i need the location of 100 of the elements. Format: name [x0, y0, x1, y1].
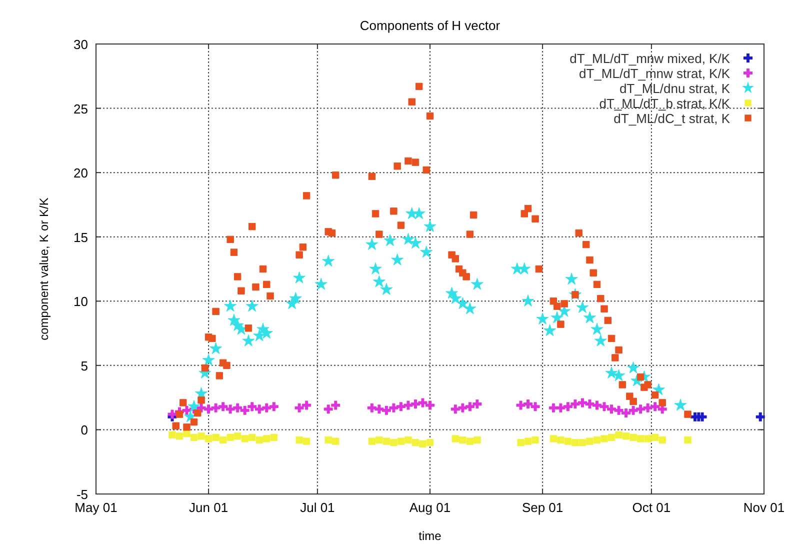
point: [550, 311, 564, 324]
point: [331, 400, 340, 410]
point: [644, 435, 652, 442]
point: [367, 403, 376, 412]
point: [449, 292, 462, 304]
point: [374, 404, 384, 414]
point: [324, 436, 332, 444]
point: [420, 246, 433, 258]
point: [212, 434, 220, 442]
point: [396, 402, 406, 412]
point: [384, 234, 396, 246]
point: [583, 311, 596, 324]
x-axis-title: time: [418, 529, 442, 543]
point: [204, 435, 212, 442]
point: [234, 432, 242, 440]
point: [651, 434, 659, 442]
point: [202, 354, 215, 366]
y-tick-label: 25: [74, 101, 88, 116]
point: [219, 436, 227, 444]
point: [262, 403, 272, 412]
point: [557, 436, 564, 444]
legend-label: dT_ML/dC_t strat, K: [614, 111, 730, 126]
point: [248, 402, 257, 412]
point: [372, 275, 386, 288]
point: [390, 438, 398, 446]
x-tick-label: Oct 01: [632, 500, 671, 515]
y-tick-label: 30: [74, 37, 88, 52]
x-tick-label: Sep 01: [522, 500, 564, 515]
point: [253, 329, 266, 342]
point: [366, 238, 378, 250]
point: [472, 400, 482, 408]
point: [622, 432, 630, 440]
point: [627, 361, 640, 374]
point: [674, 398, 687, 411]
point: [412, 207, 426, 220]
point: [256, 436, 263, 444]
point: [474, 436, 481, 444]
point: [612, 369, 626, 382]
point: [650, 402, 660, 412]
point: [570, 400, 580, 408]
point: [550, 435, 558, 442]
point: [576, 300, 589, 313]
point: [246, 300, 258, 312]
point: [211, 403, 220, 412]
point: [544, 324, 556, 336]
point: [586, 438, 594, 445]
point: [289, 292, 302, 304]
point: [382, 438, 390, 445]
point: [426, 438, 434, 446]
point: [242, 334, 255, 346]
point: [168, 431, 176, 438]
point: [391, 253, 404, 266]
x-tick-label: Nov 01: [743, 500, 785, 515]
x-tick-label: Aug 01: [409, 500, 451, 515]
point: [397, 438, 405, 445]
point: [410, 400, 420, 408]
point: [556, 403, 566, 412]
point: [517, 438, 524, 446]
point: [270, 434, 278, 442]
point: [198, 432, 205, 440]
point: [293, 271, 306, 284]
point: [600, 435, 608, 442]
y-tick-label: 20: [74, 166, 88, 181]
point: [563, 402, 572, 412]
point: [658, 436, 666, 444]
point: [572, 438, 579, 446]
point: [585, 400, 594, 408]
point: [465, 402, 474, 412]
point: [412, 438, 420, 446]
point: [188, 400, 200, 412]
point: [518, 262, 531, 274]
point: [302, 438, 310, 445]
y-tick-label: 0: [80, 422, 88, 438]
point: [628, 406, 638, 415]
point: [636, 435, 644, 442]
point: [452, 435, 460, 442]
point: [324, 404, 333, 414]
point: [622, 408, 631, 418]
point: [593, 436, 601, 444]
legend-label: dT_ML/dnu strat, K: [619, 81, 730, 96]
point: [608, 434, 616, 442]
point: [578, 398, 587, 408]
point: [426, 400, 434, 410]
point: [458, 403, 468, 412]
x-tick-label: May 01: [74, 500, 118, 515]
point: [524, 400, 533, 408]
point: [226, 404, 235, 414]
point: [190, 434, 198, 442]
y-axis-title: component value, K or K/K: [37, 198, 51, 340]
point: [332, 438, 340, 445]
point: [210, 342, 222, 354]
point: [590, 322, 604, 335]
point: [380, 282, 393, 295]
x-tick-label: Jun 01: [189, 500, 228, 515]
point: [168, 410, 177, 419]
point: [322, 254, 335, 267]
y-tick-label: 10: [74, 294, 88, 310]
point: [254, 404, 264, 414]
point: [594, 334, 607, 346]
point: [402, 232, 414, 245]
